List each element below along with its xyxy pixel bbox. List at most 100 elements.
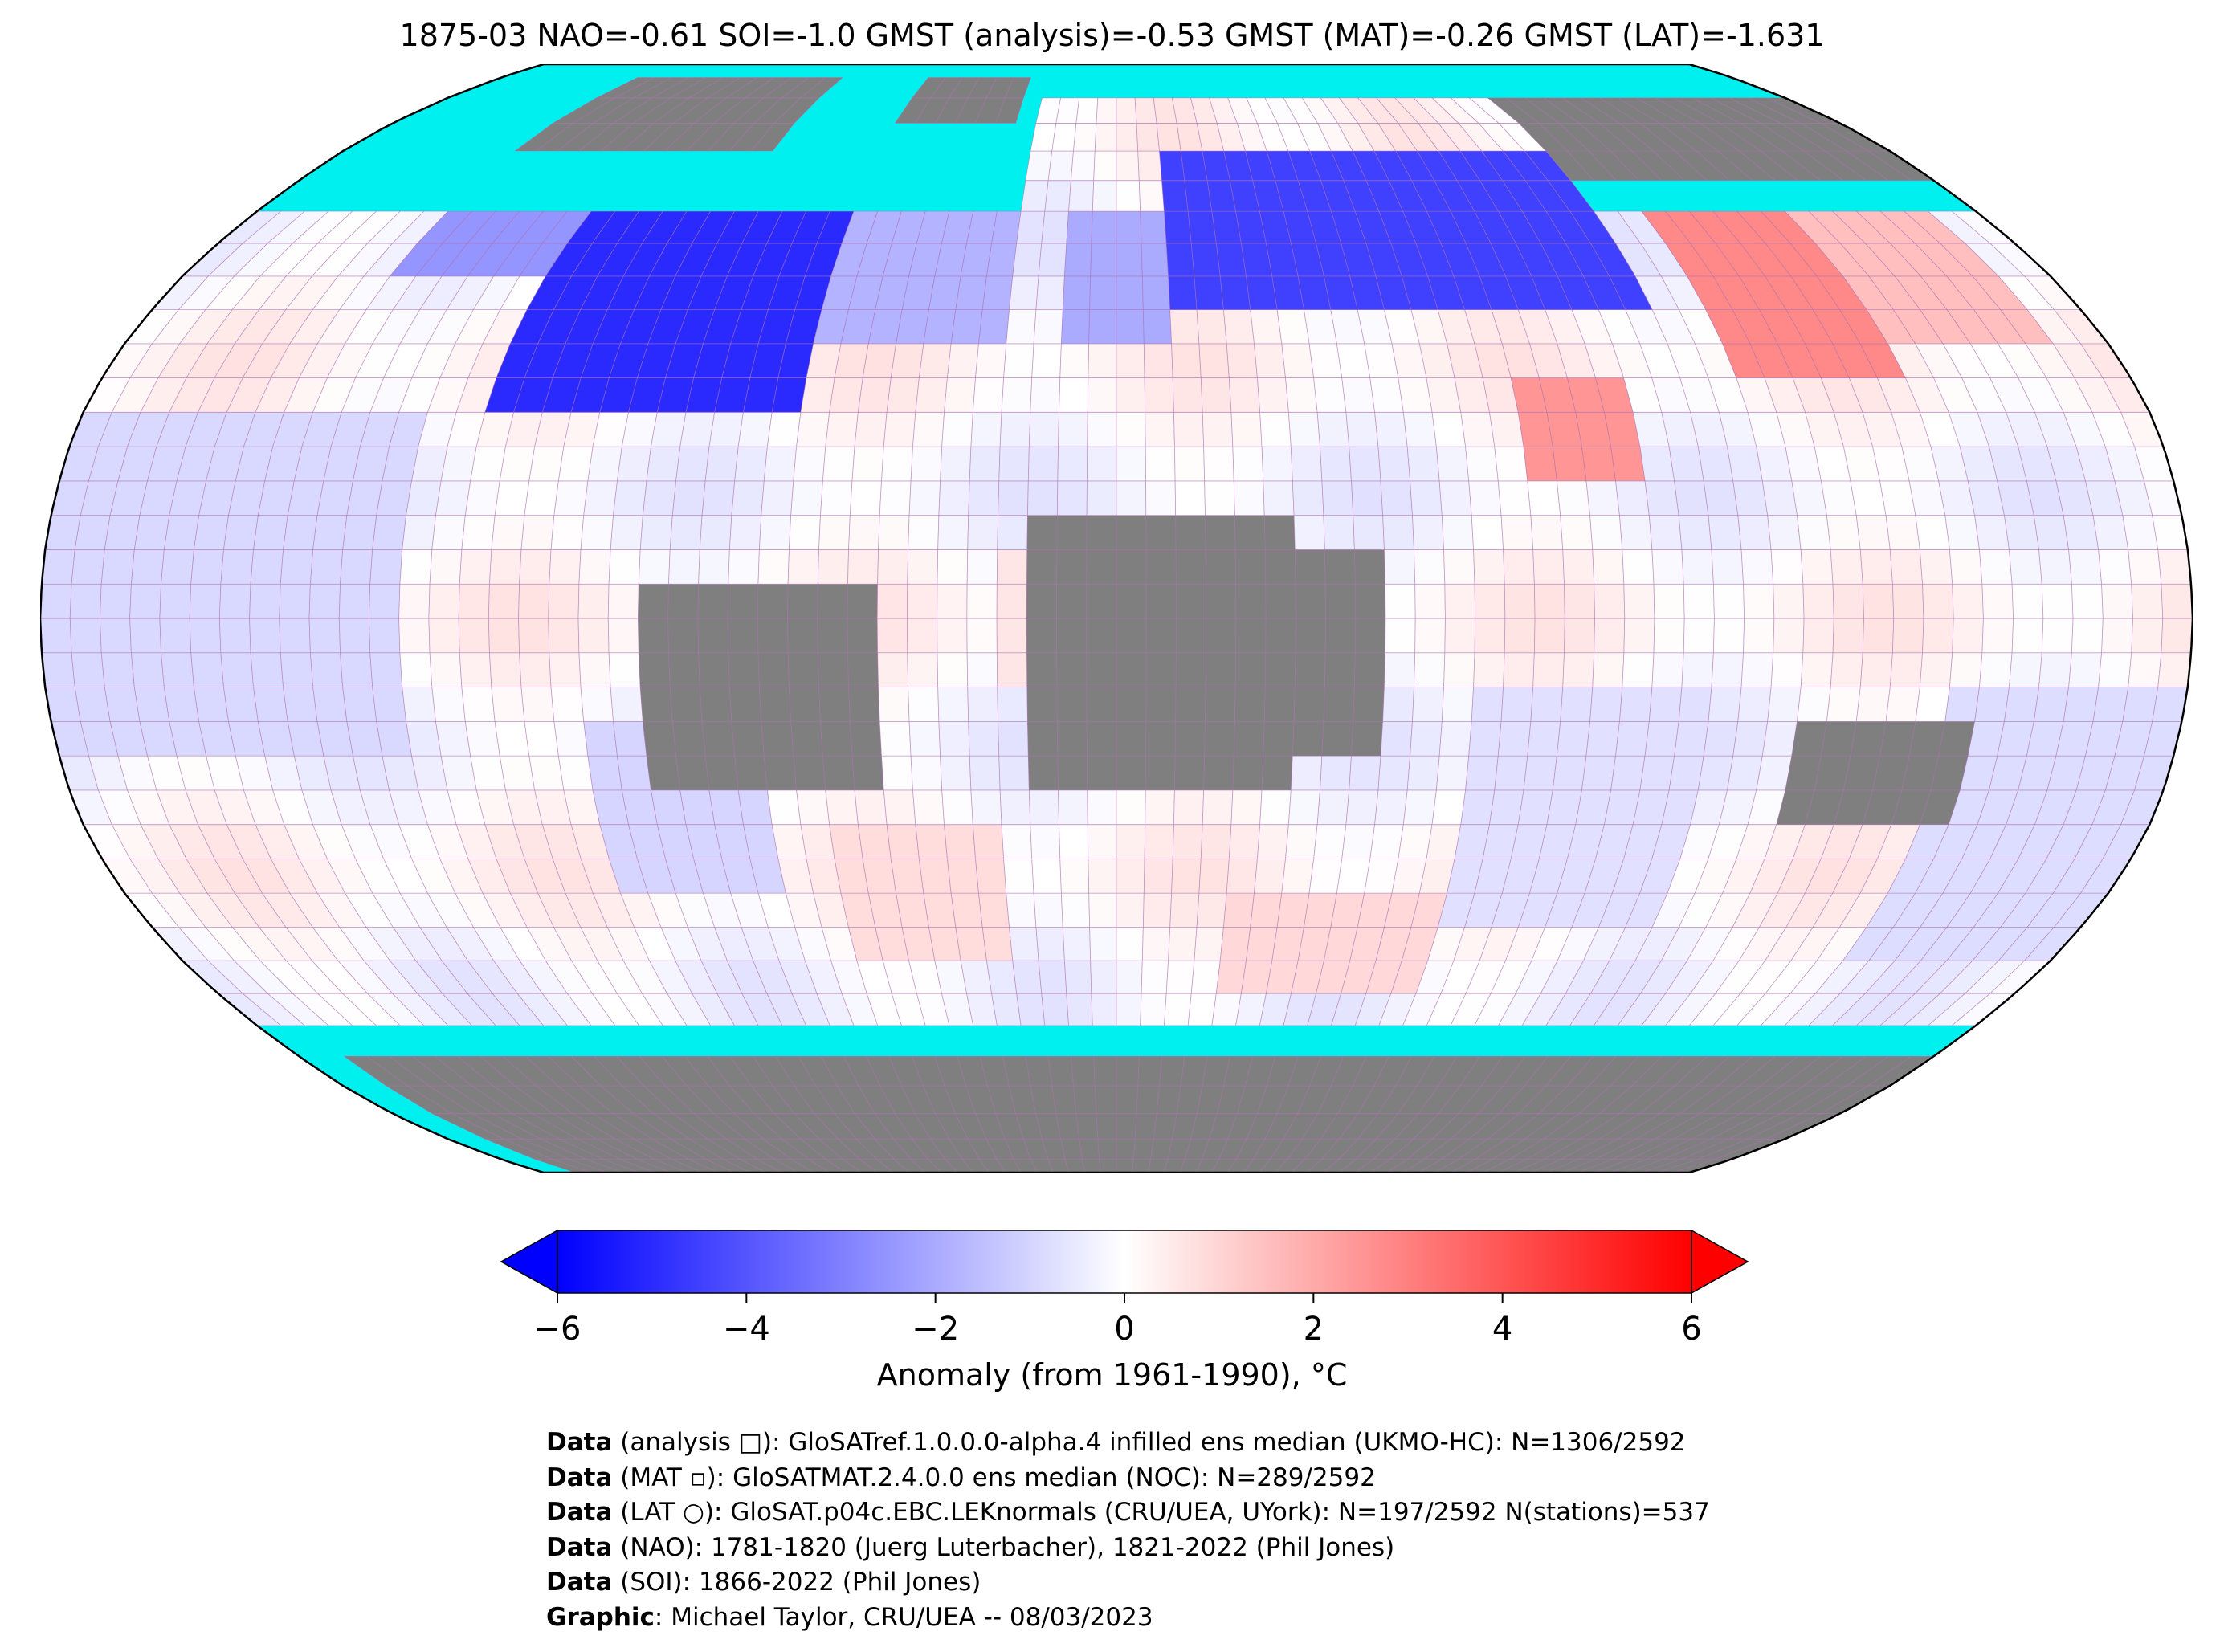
grid-cell: [734, 446, 768, 482]
grid-cell: [1001, 377, 1033, 413]
grid-cell: [1004, 77, 1032, 99]
grid-cell: [428, 583, 460, 619]
grid-cell: [1116, 652, 1147, 687]
grid-cell: [1033, 892, 1063, 928]
grid-cell: [1226, 343, 1258, 378]
grid-cell: [1219, 927, 1251, 961]
grid-cell: [890, 343, 924, 378]
grid-cell: [1294, 549, 1326, 585]
grid-cell: [1594, 618, 1626, 654]
grid-cell: [638, 549, 671, 585]
grid-cell: [667, 583, 700, 619]
grid-cell: [1678, 687, 1712, 722]
grid-cell: [1468, 720, 1502, 757]
grid-cell: [668, 652, 700, 687]
grid-cell: [2009, 652, 2042, 687]
grid-cell: [1090, 243, 1117, 277]
grid-cell: [1194, 275, 1224, 311]
grid-cell: [2004, 687, 2040, 722]
grid-cell: [847, 583, 879, 619]
grid-cell: [1235, 618, 1267, 654]
grid-cell: [1204, 480, 1235, 516]
grid-cell: [1165, 243, 1195, 277]
grid-cell: [787, 652, 819, 687]
grid-cell: [1313, 377, 1347, 413]
grid-cell: [1354, 583, 1386, 619]
grid-cell: [1116, 1055, 1140, 1087]
grid-cell: [1351, 480, 1384, 516]
grid-cell: [1086, 549, 1117, 585]
grid-cell: [1564, 583, 1595, 619]
grid-cell: [787, 549, 819, 585]
grid-cell: [1145, 720, 1177, 757]
grid-cell: [1059, 859, 1090, 894]
grid-cell: [918, 343, 952, 378]
grid-cell: [1009, 927, 1039, 961]
grid-cell: [800, 824, 835, 859]
credit-label: Data: [546, 1462, 613, 1492]
grid-cell: [1071, 1055, 1096, 1087]
grid-cell: [190, 549, 224, 585]
grid-cell: [1944, 515, 1980, 550]
grid-cell: [1204, 720, 1235, 757]
grid-cell: [1473, 652, 1505, 687]
grid-cell: [488, 618, 520, 654]
grid-cell: [100, 583, 132, 619]
grid-cell: [1862, 583, 1895, 619]
grid-cell: [857, 377, 892, 413]
grid-cell: [1062, 927, 1092, 961]
grid-cell: [937, 515, 969, 550]
grid-cell: [1145, 755, 1176, 791]
grid-cell: [1232, 446, 1264, 482]
grid-cell: [1562, 652, 1595, 687]
grid-cell: [369, 549, 403, 585]
grid-cell: [915, 377, 948, 413]
grid-cell: [1644, 720, 1679, 757]
grid-cell: [1056, 515, 1088, 550]
colorbar-extend-high: [1691, 1229, 1749, 1295]
grid-cell: [1800, 652, 1834, 687]
grid-cell: [1026, 515, 1058, 550]
grid-cell: [1533, 618, 1565, 654]
grid-cell: [1290, 446, 1323, 482]
grid-cell: [431, 687, 466, 722]
grid-cell: [1168, 275, 1198, 311]
grid-cell: [1027, 755, 1059, 791]
grid-cell: [159, 583, 192, 619]
grid-cell: [1025, 1055, 1053, 1087]
grid-cell: [1761, 720, 1798, 757]
grid-cell: [1088, 859, 1117, 894]
grid-cell: [338, 583, 371, 619]
grid-cell: [1341, 377, 1376, 413]
grid-cell: [1060, 309, 1091, 345]
grid-cell: [967, 515, 999, 550]
credit-line: Data (LAT ○): GloSAT.p04c.EBC.LEKnormals…: [546, 1495, 1710, 1531]
grid-cell: [1431, 411, 1467, 447]
grid-cell: [1145, 789, 1175, 826]
grid-cell: [908, 720, 941, 757]
grid-cell: [646, 446, 681, 482]
grid-cell: [1802, 583, 1834, 619]
grid-cell: [1012, 960, 1043, 994]
grid-cell: [1263, 480, 1295, 516]
grid-cell: [2098, 549, 2132, 585]
grid-cell: [1438, 720, 1472, 757]
grid-cell: [825, 411, 859, 447]
grid-cell: [879, 720, 912, 757]
grid-cell: [1164, 210, 1192, 244]
grid-cell: [2128, 652, 2162, 687]
grid-cell: [1254, 859, 1286, 894]
grid-cell: [790, 720, 823, 757]
grid-cell: [675, 755, 710, 791]
grid-cell: [429, 652, 463, 687]
grid-cell: [1056, 687, 1088, 722]
grid-cell: [1443, 549, 1475, 585]
grid-cell: [877, 652, 909, 687]
grid-cell: [1230, 411, 1263, 447]
grid-cell: [910, 755, 943, 791]
grid-cell: [1087, 789, 1117, 826]
grid-cell: [1653, 583, 1685, 619]
grid-cell: [1141, 275, 1171, 311]
grid-cell: [847, 618, 879, 654]
grid-cell: [1737, 687, 1772, 722]
